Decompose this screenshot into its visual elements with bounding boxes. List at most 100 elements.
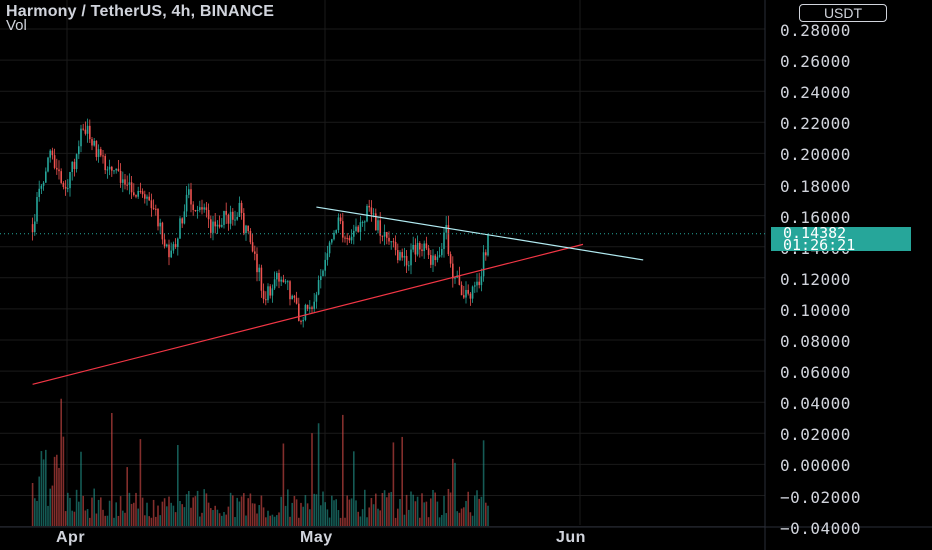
volume-bar — [482, 440, 485, 526]
candle-body — [463, 295, 465, 298]
volume-bar — [205, 493, 208, 526]
volume-bar — [295, 499, 298, 526]
volume-bar — [289, 516, 291, 526]
volume-bar — [359, 516, 362, 526]
candle-body — [203, 207, 205, 210]
volume-bar — [456, 511, 458, 526]
candle-body — [78, 146, 80, 155]
volume-bar — [177, 445, 179, 526]
volume-bar — [174, 512, 177, 526]
volume-bar — [106, 515, 109, 526]
last-price-tag: 0.14382 01:26:21 — [771, 226, 911, 254]
candle-body — [91, 139, 93, 146]
volume-bar — [386, 497, 388, 526]
resistance-trendline[interactable] — [316, 206, 644, 261]
candle-body — [474, 285, 476, 287]
volume-bar — [128, 492, 131, 526]
volume-bar — [139, 439, 142, 526]
volume-label: Vol — [6, 17, 27, 34]
volume-bar — [196, 490, 199, 526]
candle-body — [82, 128, 84, 130]
symbol-title[interactable]: Harmony / TetherUS, 4h, BINANCE — [6, 3, 275, 20]
candle-body — [284, 281, 287, 283]
volume-bar — [62, 436, 65, 526]
volume-bar — [60, 398, 62, 526]
price-axis-label: 0.28000 — [780, 21, 851, 40]
candle-body — [223, 211, 225, 225]
volume-bar — [469, 512, 472, 526]
volume-bar — [122, 510, 124, 526]
candle-body — [447, 225, 450, 255]
candle-body — [113, 170, 115, 172]
candle-body — [372, 213, 375, 215]
candle-body — [306, 304, 309, 309]
support-trendline[interactable] — [32, 243, 584, 385]
candle-body — [212, 221, 214, 233]
candle-body — [458, 275, 461, 285]
price-axis-label: 0.02000 — [780, 425, 851, 445]
candle-body — [482, 252, 485, 277]
volume-bar — [148, 516, 150, 526]
candle-body — [436, 256, 439, 261]
volume-bar — [397, 508, 399, 526]
candle-body — [102, 155, 104, 157]
candle-body — [434, 255, 436, 261]
candle-body — [421, 249, 423, 252]
volume-bar — [260, 495, 263, 526]
candle-body — [445, 225, 447, 233]
volume-bar — [379, 510, 381, 526]
volume-bar — [67, 492, 69, 526]
candle-body — [267, 286, 269, 301]
candle-body — [408, 265, 410, 267]
volume-bar — [304, 495, 307, 526]
candle-body — [335, 230, 337, 233]
volume-bar — [324, 502, 326, 526]
volume-bar — [300, 502, 302, 526]
candle-body — [194, 210, 197, 212]
volume-bar — [427, 517, 430, 526]
candle-body — [245, 225, 247, 234]
candle-body — [159, 222, 161, 227]
candle-body — [141, 191, 144, 195]
candle-body — [190, 189, 192, 205]
currency-button[interactable]: USDT — [799, 4, 887, 22]
candle-body — [225, 211, 227, 215]
volume-bar — [302, 506, 304, 526]
candle-body — [111, 166, 113, 171]
volume-bar — [203, 489, 205, 526]
candle-body — [485, 252, 487, 256]
candle-body — [282, 279, 285, 283]
volume-bar — [430, 498, 432, 526]
volume-bar — [40, 451, 43, 526]
candle-body — [34, 221, 36, 233]
volume-bar — [97, 499, 100, 526]
volume-bar — [199, 516, 201, 526]
volume-bar — [452, 458, 454, 526]
candle-body — [471, 286, 474, 299]
candle-body — [487, 233, 489, 256]
candle-body — [311, 307, 313, 309]
volume-bar — [383, 490, 386, 526]
candle-body — [161, 222, 164, 240]
price-axis-label: 0.06000 — [780, 363, 851, 383]
volume-bar — [331, 495, 333, 526]
volume-bar — [447, 488, 450, 526]
candle-body — [240, 202, 243, 214]
volume-bars — [31, 398, 489, 526]
candle-body — [166, 244, 168, 247]
candle-body — [185, 194, 188, 212]
volume-bar — [434, 492, 436, 526]
volume-bar — [236, 497, 238, 526]
candle-body — [298, 303, 300, 321]
candle-body — [344, 237, 346, 239]
volume-bar — [135, 492, 137, 526]
candle-body — [177, 238, 179, 247]
volume-bar — [465, 500, 467, 526]
candle-body — [172, 244, 175, 251]
candle-body — [350, 236, 353, 241]
candle-body — [71, 161, 73, 173]
bar-countdown: 01:26:21 — [783, 235, 856, 254]
candle-body — [51, 150, 54, 156]
volume-bar — [194, 496, 197, 526]
